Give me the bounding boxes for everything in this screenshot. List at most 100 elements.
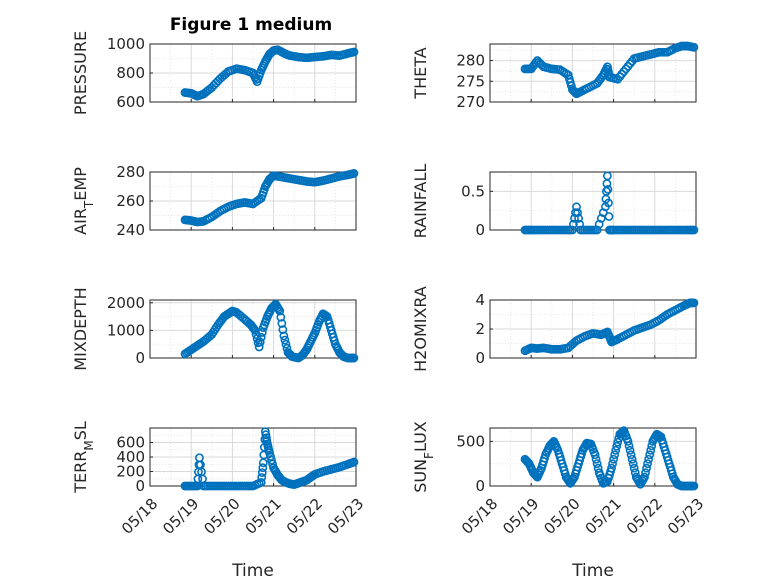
data-point xyxy=(689,225,699,235)
subplot-air_temp: 240 260 280 AIRTEMP xyxy=(71,163,359,239)
data-point xyxy=(624,441,634,451)
x-axis-label: Time xyxy=(231,561,274,581)
subplot-mixdepth: 0 1000 2000 MIXDEPTH xyxy=(71,287,359,371)
data-point xyxy=(281,339,291,349)
data-point xyxy=(625,445,635,455)
data-point xyxy=(590,450,600,460)
data-point xyxy=(592,459,602,469)
subplot-h2omixra: 0 2 4 H2OMIXRA xyxy=(411,286,699,372)
y-tick-label: 4 xyxy=(475,291,485,309)
x-axis-label: Time xyxy=(571,561,614,581)
subplot-pressure: 600 800 1000 PRESSURE xyxy=(71,31,359,115)
y-axis-label: AIRTEMP xyxy=(71,167,96,235)
data-point xyxy=(280,335,290,345)
y-tick-label: 280 xyxy=(456,52,485,70)
data-point xyxy=(610,450,620,460)
axes-box xyxy=(489,427,697,487)
data-point xyxy=(569,219,578,229)
y-tick-label: 0 xyxy=(135,477,145,495)
x-tick-label: 05/21 xyxy=(582,495,625,538)
data-point xyxy=(591,454,601,464)
data-point xyxy=(349,353,359,363)
data-point xyxy=(623,436,633,446)
y-tick-label: 0.5 xyxy=(461,182,485,200)
y-axis-label-rest: SL xyxy=(71,421,90,440)
y-axis-label-rest: LUX xyxy=(411,421,430,452)
data-point xyxy=(646,445,656,455)
y-tick-label: 270 xyxy=(456,93,485,111)
y-axis-label-subscript: F xyxy=(422,452,436,459)
y-axis-label-main: H2OMIXRA xyxy=(411,286,430,372)
data-point xyxy=(613,437,623,447)
y-tick-label: 275 xyxy=(456,72,485,90)
y-tick-label: 500 xyxy=(456,432,485,450)
y-axis-label-main: PRESSURE xyxy=(71,31,90,115)
x-tick-label: 05/22 xyxy=(623,495,666,538)
y-tick-label: 600 xyxy=(116,93,145,111)
axes-box xyxy=(149,299,357,359)
data-point xyxy=(644,454,654,464)
data-point xyxy=(642,463,651,473)
y-axis-label-main: SUN xyxy=(411,459,430,493)
data-point xyxy=(266,452,275,461)
data-point xyxy=(574,213,583,223)
data-point xyxy=(641,468,650,478)
x-tick-label: 05/20 xyxy=(200,495,243,538)
y-tick-label: 2000 xyxy=(107,294,145,312)
y-tick-label: 0 xyxy=(475,221,485,239)
y-axis-label-rest: EMP xyxy=(71,167,90,201)
x-tick-label: 05/21 xyxy=(242,495,285,538)
y-tick-label: 0 xyxy=(135,349,145,367)
data-point xyxy=(604,198,613,208)
data-point xyxy=(611,445,621,455)
data-point xyxy=(349,457,359,467)
data-point xyxy=(267,455,276,465)
y-axis-label-main: THETA xyxy=(411,47,430,99)
data-point xyxy=(255,337,265,347)
x-tick-label: 05/22 xyxy=(283,495,326,538)
data-point xyxy=(257,328,267,337)
data-point xyxy=(256,477,266,487)
data-point xyxy=(609,454,618,464)
y-tick-label: 260 xyxy=(116,192,145,210)
y-tick-label: 600 xyxy=(116,434,145,452)
data-point xyxy=(612,441,622,451)
data-point xyxy=(278,325,288,335)
y-axis-label: THETA xyxy=(411,47,430,99)
x-tick-label: 05/18 xyxy=(118,495,161,538)
y-tick-label: 1000 xyxy=(107,321,145,339)
data-point xyxy=(276,312,286,322)
data-point xyxy=(627,454,637,464)
y-axis-label-subscript: T xyxy=(82,200,96,209)
y-axis-label: MIXDEPTH xyxy=(71,287,90,370)
data-point xyxy=(572,202,581,212)
x-tick-label: 05/19 xyxy=(499,495,542,538)
data-point xyxy=(349,169,359,178)
data-point xyxy=(689,42,699,52)
y-tick-label: 280 xyxy=(116,163,145,181)
data-point xyxy=(256,332,266,342)
y-axis-label: PRESSURE xyxy=(71,31,90,115)
data-point xyxy=(258,463,268,473)
data-point xyxy=(268,459,277,469)
data-point xyxy=(257,468,267,477)
data-point xyxy=(629,463,639,473)
x-tick-label: 05/23 xyxy=(664,495,707,538)
y-axis-label-main: TERR xyxy=(71,451,90,494)
data-point xyxy=(573,208,582,217)
y-axis-label: H2OMIXRA xyxy=(411,286,430,372)
y-axis-label-subscript: M xyxy=(82,440,96,450)
data-point xyxy=(643,459,652,469)
x-tick-label: 05/19 xyxy=(159,495,202,538)
data-point xyxy=(603,184,613,194)
y-axis-label-main: AIR xyxy=(71,208,90,235)
y-tick-label: 800 xyxy=(116,64,145,82)
y-tick-label: 0 xyxy=(475,349,485,367)
subplot-theta: 270 275 280 THETA xyxy=(411,41,699,111)
y-axis-label: SUNFLUX xyxy=(411,421,436,493)
y-axis-label-main: MIXDEPTH xyxy=(71,287,90,370)
data-point xyxy=(628,459,638,469)
